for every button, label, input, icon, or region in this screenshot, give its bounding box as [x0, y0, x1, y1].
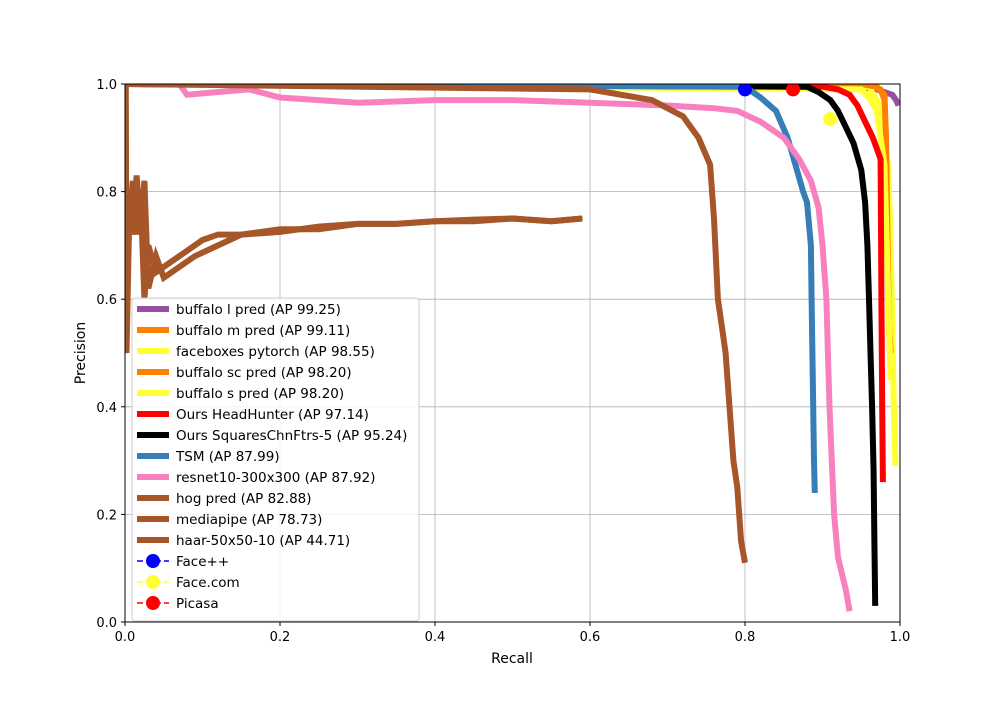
x-tick-label: 0.4: [425, 630, 446, 645]
legend-label: haar-50x50-10 (AP 44.71): [176, 533, 350, 549]
series-line-4: [125, 84, 894, 380]
series-marker-14: [786, 84, 801, 97]
y-axis-label: Precision: [73, 322, 89, 384]
legend-label: resnet10-300x300 (AP 87.92): [176, 470, 375, 486]
legend-label: mediapipe (AP 78.73): [176, 512, 322, 528]
series-layer: [125, 84, 900, 612]
plot-frame: [124, 83, 901, 623]
x-tick-label: 1.0: [890, 630, 911, 645]
legend-label: buffalo sc pred (AP 98.20): [176, 365, 352, 381]
legend-marker: [146, 596, 160, 610]
legend-box: [131, 297, 420, 622]
x-tick-label: 0.2: [270, 630, 291, 645]
legend-label: buffalo s pred (AP 98.20): [176, 386, 344, 402]
legend-label: Ours SquaresChnFtrs-5 (AP 95.24): [176, 428, 407, 444]
x-tick-label: 0.8: [735, 630, 756, 645]
series-line-6: [125, 84, 879, 606]
legend-label: Face.com: [176, 575, 240, 591]
y-tick-label: 0.6: [96, 293, 117, 308]
legend-marker: [146, 575, 160, 589]
y-tick-label: 0.2: [96, 508, 117, 523]
legend-label: faceboxes pytorch (AP 98.55): [176, 344, 375, 360]
series-marker-13: [823, 111, 838, 126]
x-tick-label: 0.0: [115, 630, 136, 645]
x-axis-label: Recall: [491, 651, 533, 667]
legend-label: Picasa: [176, 596, 219, 612]
legend-marker: [146, 554, 160, 568]
legend-label: Face++: [176, 554, 229, 570]
ticks: 0.00.0 0.2 0.2 0.4 0.4 0.6 0.6 0.8 0.8 1.0 1.0: [96, 78, 910, 645]
series-marker-12: [738, 84, 752, 97]
y-tick-label: 1.0: [96, 78, 117, 93]
y-tick-label: 0.8: [96, 186, 117, 201]
y-tick-label: 0.4: [96, 401, 117, 416]
series-line-11: [125, 175, 583, 354]
legend-label: hog pred (AP 82.88): [176, 491, 312, 507]
legend-label: buffalo m pred (AP 99.11): [176, 323, 350, 339]
series-line-7: [125, 84, 818, 493]
legend-label: TSM (AP 87.99): [175, 449, 280, 465]
y-tick-label: 0.0: [96, 616, 117, 631]
series-line-5: [125, 84, 886, 483]
legend-label: buffalo l pred (AP 99.25): [176, 302, 341, 318]
series-line-10: [125, 84, 748, 564]
series-line-8: [125, 84, 853, 612]
legend-label: Ours HeadHunter (AP 97.14): [176, 407, 369, 423]
x-tick-label: 0.6: [580, 630, 601, 645]
legend: buffalo l pred (AP 99.25) buffalo m pred …: [131, 297, 420, 622]
